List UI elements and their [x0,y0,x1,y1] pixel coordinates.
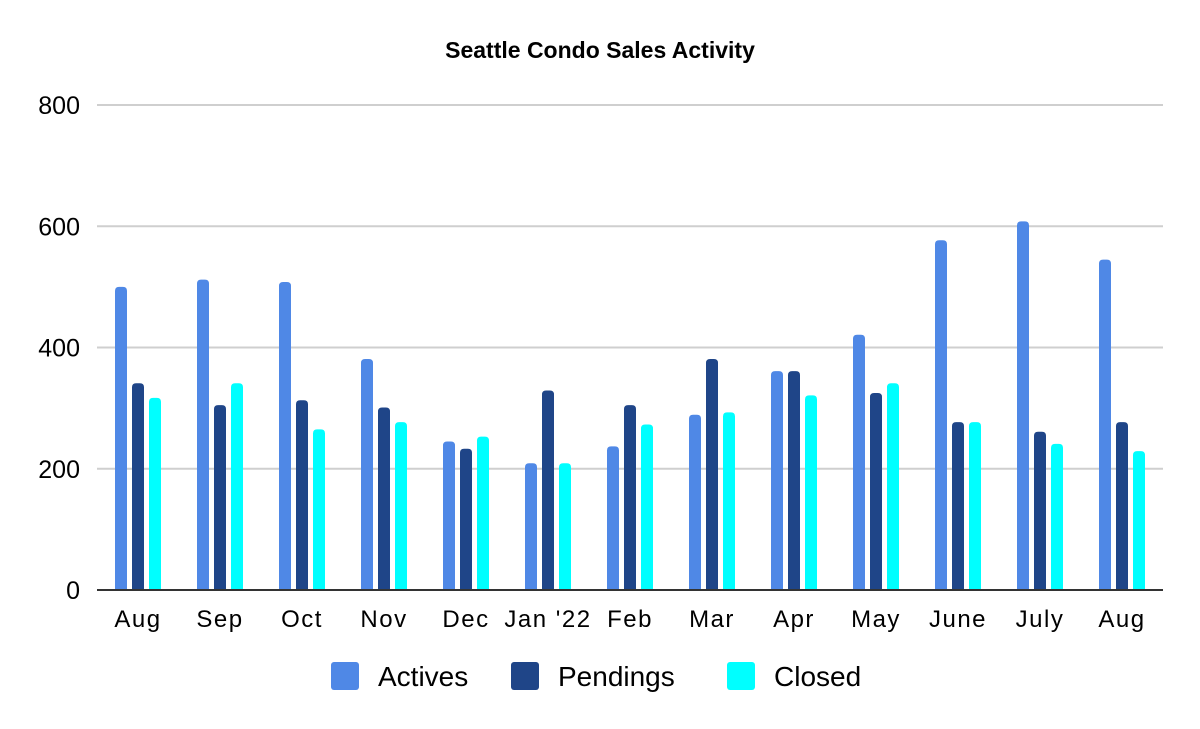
bar-actives [525,463,537,590]
x-tick-label: Mar [689,606,735,633]
legend-label-actives: Actives [378,661,468,692]
legend-swatch-pendings [511,662,539,690]
bar-pendings [870,392,882,590]
bar-actives [935,240,947,590]
bar-actives [279,282,291,590]
bar-pendings [624,405,636,590]
bars [115,221,1145,590]
bar-closed [1051,443,1063,590]
x-tick-label: Oct [281,606,323,633]
bar-actives [853,334,865,590]
x-tick-label: Aug [114,606,161,633]
x-tick-label: Nov [360,606,407,633]
x-axis-ticks: Aug Sep Oct Nov Dec Jan '22 Feb Mar Apr May June Ju… [114,606,1145,633]
y-tick-label: 200 [38,456,80,484]
legend-label-closed: Closed [774,661,861,692]
bar-actives [689,414,701,590]
bar-pendings [542,390,554,590]
bar-pendings [706,359,718,590]
bar-actives [361,359,373,590]
x-tick-label: June [929,606,987,633]
x-tick-label: Aug [1098,606,1145,633]
bar-closed [641,424,653,590]
y-tick-label: 400 [38,335,80,363]
y-axis-ticks: 0 200 400 600 800 [38,92,80,605]
bar-pendings [1116,422,1128,590]
bar-pendings [788,371,800,590]
bar-actives [607,446,619,590]
x-tick-label: May [851,606,901,633]
y-tick-label: 800 [38,92,80,120]
x-tick-label: Dec [442,606,489,633]
bar-actives [771,371,783,590]
bar-pendings [1034,431,1046,590]
legend-label-pendings: Pendings [558,661,675,692]
bar-closed [313,429,325,590]
bar-actives [1099,259,1111,590]
bar-pendings [460,448,472,590]
bar-closed [231,383,243,590]
legend-swatch-closed [727,662,755,690]
bar-pendings [214,405,226,590]
x-tick-label: July [1016,606,1065,633]
x-tick-label: Apr [773,606,815,633]
bar-actives [1017,221,1029,590]
bar-actives [115,286,127,590]
bar-pendings [296,400,308,590]
bar-pendings [952,422,964,590]
y-tick-label: 600 [38,213,80,241]
x-tick-label: Jan '22 [504,606,591,633]
bar-closed [559,463,571,590]
bar-closed [969,422,981,590]
bar-closed [723,412,735,590]
bar-pendings [378,407,390,590]
legend-swatch-actives [331,662,359,690]
bar-actives [197,279,209,590]
bar-closed [805,395,817,590]
bar-closed [477,436,489,590]
bar-closed [887,383,899,590]
y-tick-label: 0 [66,577,80,605]
bar-closed [1133,451,1145,590]
bar-pendings [132,383,144,590]
x-tick-label: Sep [196,606,243,633]
x-tick-label: Feb [607,606,653,633]
bar-closed [395,422,407,590]
bar-closed [149,397,161,590]
chart-title: Seattle Condo Sales Activity [445,37,755,63]
bar-actives [443,441,455,590]
legend: Actives Pendings Closed [331,661,861,692]
